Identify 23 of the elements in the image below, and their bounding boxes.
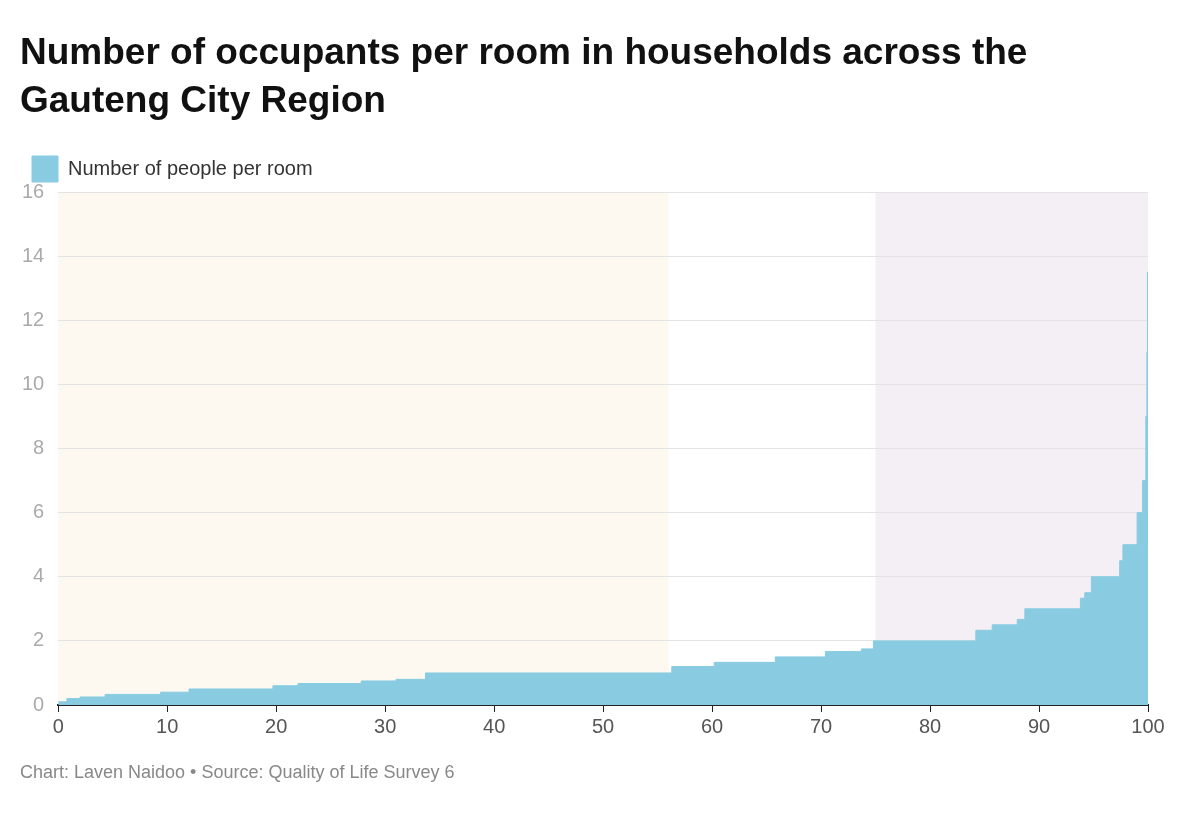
y-tick-label: 12: [22, 307, 45, 330]
x-tick-label: 100: [1131, 714, 1165, 737]
x-tick-label: 40: [483, 714, 506, 737]
chart-title: Number of occupants per room in households across the Gauteng City Region: [19, 30, 1029, 122]
y-tick-label: 6: [33, 500, 45, 523]
x-tick-label: 90: [1027, 714, 1051, 737]
x-tick-label: 70: [809, 714, 833, 737]
y-tick-label: 0: [33, 692, 45, 715]
x-tick-label: 60: [700, 714, 724, 737]
x-tick-label: 10: [156, 714, 179, 737]
x-tick-label: 30: [374, 714, 397, 737]
x-tick-label: 50: [592, 714, 615, 737]
legend-label: Number of people per room: [68, 156, 313, 179]
x-tick-label: 80: [918, 714, 942, 737]
x-tick-label: 20: [265, 714, 288, 737]
y-tick-label: 16: [22, 179, 45, 202]
y-tick-label: 2: [33, 628, 45, 651]
y-tick-label: 4: [33, 564, 45, 587]
y-tick-label: 10: [22, 371, 45, 394]
y-tick-label: 14: [22, 243, 45, 266]
x-tick-label: 0: [52, 714, 64, 737]
text: Chart: Laven Naidoo • Source: Quality of Life Survey 6: [19, 761, 456, 783]
y-tick-label: 8: [33, 436, 45, 459]
